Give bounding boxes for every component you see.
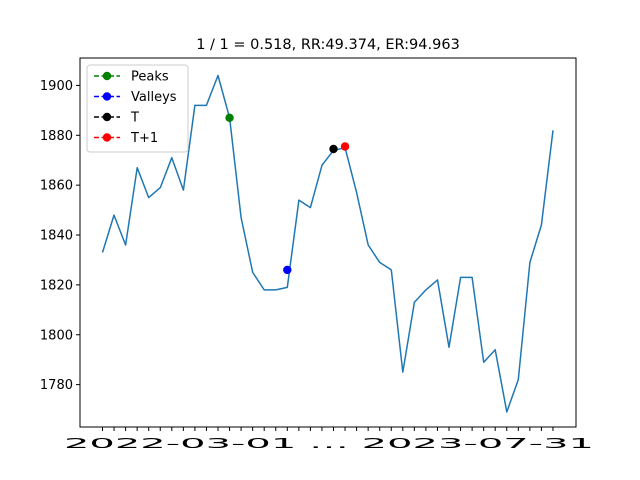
legend-marker	[102, 133, 112, 142]
y-tick-label: 1800	[40, 328, 73, 343]
marker-peaks	[225, 113, 234, 123]
marker-tplus1	[340, 142, 350, 151]
marker-t	[329, 144, 338, 154]
legend: Peaks Valleys T T+1	[86, 64, 189, 153]
legend-label: T	[130, 111, 139, 126]
y-tick-label: 1780	[40, 378, 73, 393]
plot-area	[101, 74, 554, 413]
legend-label: Valleys	[131, 90, 177, 105]
price-line	[101, 74, 554, 413]
y-tick-label: 1820	[40, 278, 73, 293]
x-axis: 2022-03-01 … 2023-07-31	[64, 427, 594, 452]
y-tick-label: 1880	[40, 129, 73, 144]
legend-marker	[102, 71, 112, 81]
axes-frame	[79, 57, 577, 428]
chart-title: 1 / 1 = 0.518, RR:49.374, ER:94.963	[196, 37, 460, 53]
marker-valleys	[283, 265, 292, 275]
y-tick-label: 1860	[40, 179, 73, 194]
legend-marker	[102, 112, 112, 122]
x-tick-labels: 2022-03-01 … 2023-07-31	[64, 437, 594, 452]
y-tick-label: 1900	[40, 79, 73, 94]
y-axis: 1780 1800 1820 1840 1860 1880 1900	[40, 79, 80, 393]
y-tick-label: 1840	[40, 229, 73, 244]
legend-box	[86, 64, 189, 153]
legend-marker	[102, 92, 112, 101]
legend-label: Peaks	[131, 70, 169, 85]
legend-label: T+1	[130, 131, 158, 146]
